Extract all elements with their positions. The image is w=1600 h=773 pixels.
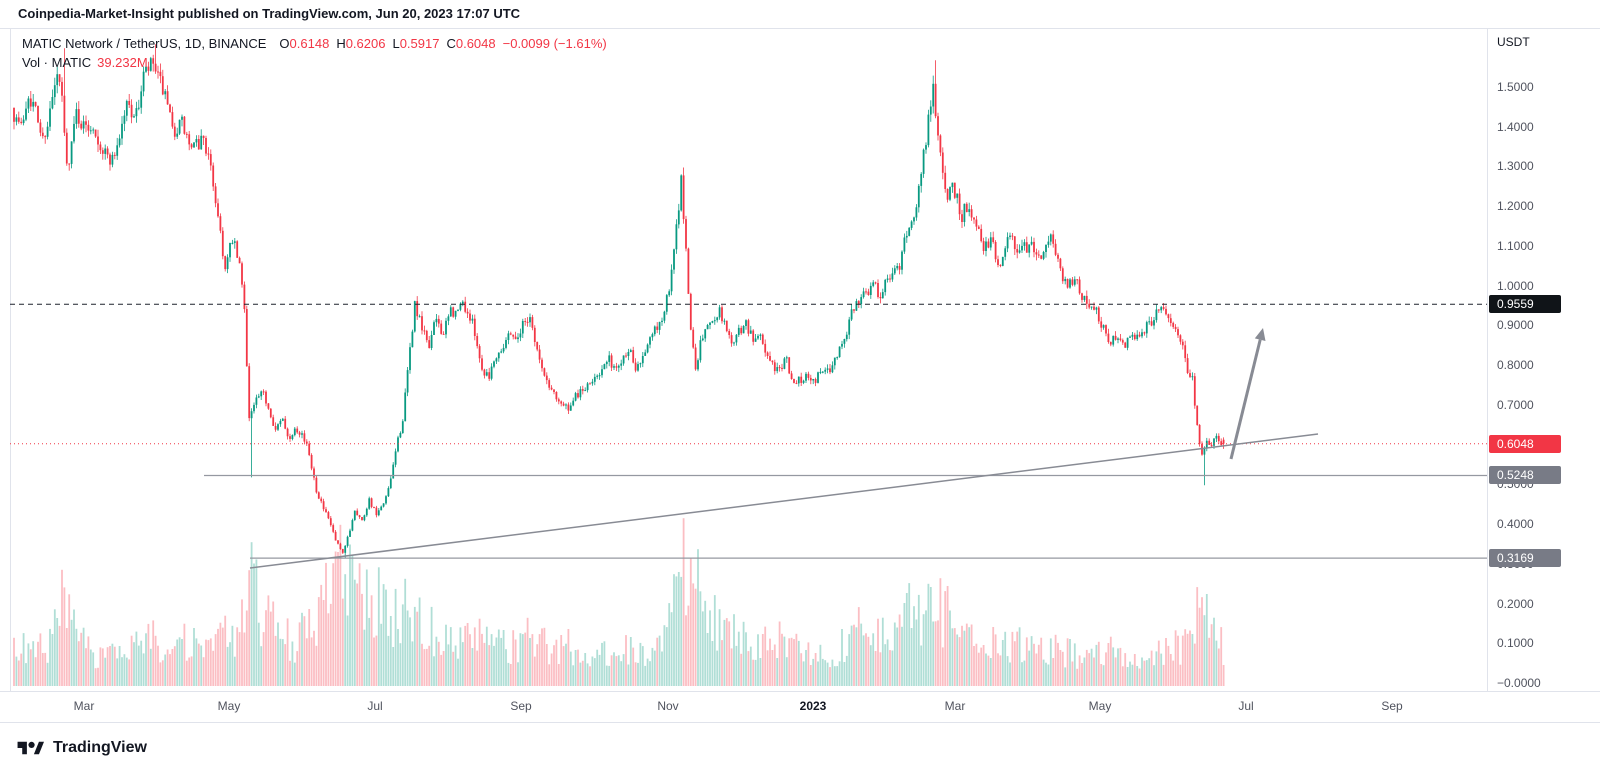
time-tick: Sep: [510, 699, 532, 713]
footer-bar: TradingView: [0, 723, 1600, 773]
publish-header: Coinpedia-Market-Insight published on Tr…: [18, 6, 520, 21]
low-value: 0.5917: [399, 36, 440, 51]
high-label: H: [336, 36, 346, 51]
volume-value: 39.232M: [97, 55, 148, 70]
high-value: 0.6206: [345, 36, 386, 51]
price-tick: 1.0000: [1497, 278, 1534, 293]
price-tick: 0.1000: [1497, 636, 1534, 651]
time-tick: 2023: [799, 699, 827, 713]
publish-text: Coinpedia-Market-Insight published on Tr…: [18, 6, 521, 21]
price-tick: 1.2000: [1497, 199, 1534, 214]
time-tick: May: [1088, 699, 1112, 713]
footer-separator: [0, 722, 1600, 723]
low-label: L: [392, 36, 400, 51]
price-badge: 0.3169: [1489, 549, 1561, 568]
price-tick: 0.9000: [1497, 318, 1534, 333]
frame-left: [10, 28, 11, 691]
close-value: 0.6048: [455, 36, 496, 51]
price-tick: 1.4000: [1497, 119, 1534, 134]
candle-series: [13, 44, 1225, 559]
time-tick: Mar: [73, 699, 95, 713]
price-tick: 0.2000: [1497, 596, 1534, 611]
quote-currency-label: USDT: [1497, 35, 1530, 49]
arrow-drawing[interactable]: [1229, 328, 1266, 460]
level-lines[interactable]: [10, 303, 1487, 559]
open-value: 0.6148: [289, 36, 330, 51]
time-tick: May: [217, 699, 241, 713]
volume-label[interactable]: Vol · MATIC: [22, 55, 92, 70]
price-badge: 0.5248: [1489, 466, 1561, 485]
volume-series: [13, 518, 1225, 686]
chart-legend: MATIC Network / TetherUS, 1D, BINANCE O0…: [22, 36, 607, 70]
time-tick: Jul: [367, 699, 383, 713]
legend-row-ohlc: MATIC Network / TetherUS, 1D, BINANCE O0…: [22, 36, 607, 51]
price-tick: 1.1000: [1497, 238, 1534, 253]
price-tick: 1.5000: [1497, 80, 1534, 94]
time-tick: Sep: [1381, 699, 1403, 713]
time-tick: Nov: [657, 699, 679, 713]
close-label: C: [446, 36, 456, 51]
price-tick: 1.3000: [1497, 159, 1534, 174]
time-tick: Jul: [1238, 699, 1254, 713]
change-value: −0.0099 (−1.61%): [502, 36, 607, 51]
price-tick: 0.4000: [1497, 517, 1534, 532]
frame-bottom: [0, 691, 1600, 692]
price-badge: 0.6048: [1489, 434, 1561, 453]
price-tick: −0.0000: [1497, 676, 1541, 690]
frame-right: [1487, 28, 1488, 691]
price-axis[interactable]: 1.5000 1.4000 1.3000 1.2000 1.1000 1.0000 0.90…: [1488, 0, 1600, 773]
legend-row-volume: Vol · MATIC 39.232M: [22, 55, 607, 70]
trendline-drawing[interactable]: [249, 433, 1319, 569]
frame-top: [0, 28, 1600, 29]
open-label: O: [279, 36, 290, 51]
time-axis[interactable]: Mar May Jul Sep Nov 2023 Mar May Jul Sep: [0, 697, 1488, 719]
tradingview-logo-icon[interactable]: [16, 737, 44, 759]
time-tick: Mar: [944, 699, 966, 713]
tradingview-wordmark[interactable]: TradingView: [53, 739, 147, 756]
price-tick: 0.8000: [1497, 358, 1534, 373]
symbol-title[interactable]: MATIC Network / TetherUS, 1D, BINANCE: [22, 36, 267, 51]
price-tick: 0.7000: [1497, 397, 1534, 412]
price-badge: 0.9559: [1489, 295, 1561, 314]
